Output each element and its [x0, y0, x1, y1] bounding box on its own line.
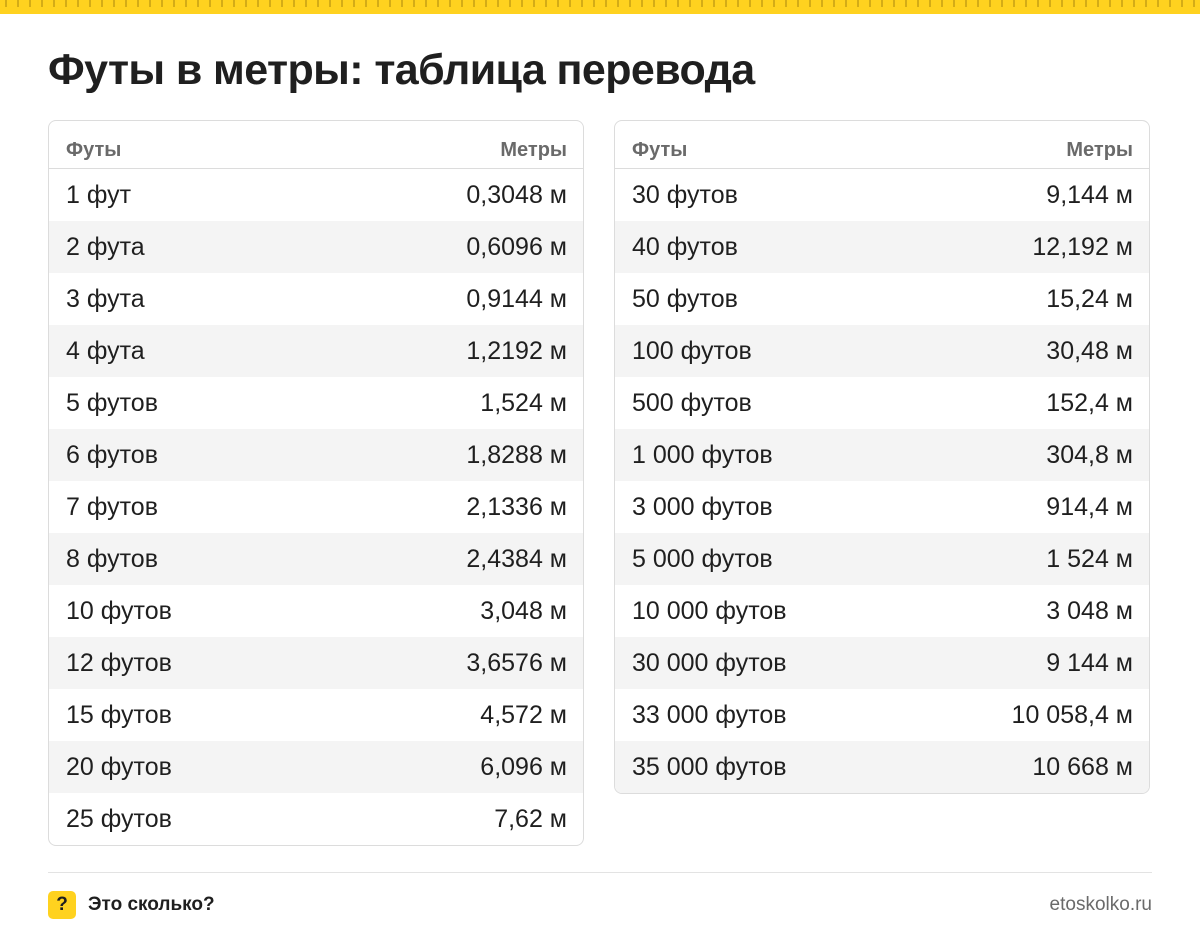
header-feet: Футы	[632, 139, 688, 161]
table-row: 12 футов 3,6576 м	[49, 637, 583, 689]
feet-value: 35 000 футов	[632, 752, 787, 781]
table-row: 5 000 футов 1 524 м	[615, 533, 1149, 585]
feet-value: 3 фута	[66, 284, 145, 313]
table-row: 6 футов 1,8288 м	[49, 429, 583, 481]
meters-value: 914,4 м	[1046, 492, 1133, 521]
meters-value: 0,6096 м	[466, 232, 567, 261]
table-body: 1 фут 0,3048 м 2 фута 0,6096 м 3 фута 0,9144 …	[49, 169, 583, 845]
table-row: 100 футов 30,48 м	[615, 325, 1149, 377]
feet-value: 3 000 футов	[632, 492, 773, 521]
table-row: 3 фута 0,9144 м	[49, 273, 583, 325]
meters-value: 12,192 м	[1032, 232, 1133, 261]
conversion-table-right: Футы Метры 30 футов 9,144 м 40 футов 12,192…	[614, 120, 1150, 794]
meters-value: 304,8 м	[1046, 440, 1133, 469]
table-row: 25 футов 7,62 м	[49, 793, 583, 845]
meters-value: 7,62 м	[494, 804, 567, 833]
meters-value: 1,2192 м	[466, 336, 567, 365]
feet-value: 30 000 футов	[632, 648, 787, 677]
brand-name: Это сколько?	[88, 894, 215, 915]
feet-value: 30 футов	[632, 180, 738, 209]
feet-value: 4 фута	[66, 336, 145, 365]
meters-value: 9 144 м	[1046, 648, 1133, 677]
ruler-ticks	[5, 0, 1195, 7]
feet-value: 1 000 футов	[632, 440, 773, 469]
meters-value: 10 668 м	[1032, 752, 1133, 781]
table-row: 500 футов 152,4 м	[615, 377, 1149, 429]
table-row: 7 футов 2,1336 м	[49, 481, 583, 533]
conversion-table-left: Футы Метры 1 фут 0,3048 м 2 фута 0,6096 м 3 …	[48, 120, 584, 846]
feet-value: 40 футов	[632, 232, 738, 261]
table-row: 20 футов 6,096 м	[49, 741, 583, 793]
meters-value: 30,48 м	[1046, 336, 1133, 365]
header-meters: Метры	[1066, 139, 1133, 161]
table-row: 8 футов 2,4384 м	[49, 533, 583, 585]
meters-value: 9,144 м	[1046, 180, 1133, 209]
table-header: Футы Метры	[615, 121, 1149, 169]
feet-value: 50 футов	[632, 284, 738, 313]
feet-value: 5 000 футов	[632, 544, 773, 573]
meters-value: 1,8288 м	[466, 440, 567, 469]
feet-value: 15 футов	[66, 700, 172, 729]
table-row: 35 000 футов 10 668 м	[615, 741, 1149, 793]
table-row: 50 футов 15,24 м	[615, 273, 1149, 325]
table-row: 30 000 футов 9 144 м	[615, 637, 1149, 689]
feet-value: 100 футов	[632, 336, 752, 365]
meters-value: 15,24 м	[1046, 284, 1133, 313]
meters-value: 152,4 м	[1046, 388, 1133, 417]
meters-value: 0,3048 м	[466, 180, 567, 209]
meters-value: 3,048 м	[480, 596, 567, 625]
question-mark-icon: ?	[48, 891, 76, 919]
header-feet: Футы	[66, 139, 122, 161]
feet-value: 1 фут	[66, 180, 132, 209]
table-row: 1 фут 0,3048 м	[49, 169, 583, 221]
table-row: 4 фута 1,2192 м	[49, 325, 583, 377]
meters-value: 2,4384 м	[466, 544, 567, 573]
feet-value: 10 футов	[66, 596, 172, 625]
footer-divider	[48, 872, 1152, 873]
meters-value: 3 048 м	[1046, 596, 1133, 625]
feet-value: 7 футов	[66, 492, 158, 521]
feet-value: 20 футов	[66, 752, 172, 781]
feet-value: 33 000 футов	[632, 700, 787, 729]
table-row: 2 фута 0,6096 м	[49, 221, 583, 273]
meters-value: 4,572 м	[480, 700, 567, 729]
meters-value: 1,524 м	[480, 388, 567, 417]
table-row: 1 000 футов 304,8 м	[615, 429, 1149, 481]
table-header: Футы Метры	[49, 121, 583, 169]
feet-value: 25 футов	[66, 804, 172, 833]
table-row: 30 футов 9,144 м	[615, 169, 1149, 221]
feet-value: 6 футов	[66, 440, 158, 469]
meters-value: 2,1336 м	[466, 492, 567, 521]
feet-value: 5 футов	[66, 388, 158, 417]
feet-value: 10 000 футов	[632, 596, 787, 625]
site-url: etoskolko.ru	[1049, 894, 1152, 915]
feet-value: 500 футов	[632, 388, 752, 417]
table-row: 40 футов 12,192 м	[615, 221, 1149, 273]
ruler-stripe	[0, 0, 1200, 14]
feet-value: 8 футов	[66, 544, 158, 573]
feet-value: 12 футов	[66, 648, 172, 677]
header-meters: Метры	[500, 139, 567, 161]
feet-value: 2 фута	[66, 232, 145, 261]
page-title: Футы в метры: таблица перевода	[48, 46, 755, 94]
meters-value: 10 058,4 м	[1011, 700, 1133, 729]
table-row: 3 000 футов 914,4 м	[615, 481, 1149, 533]
table-body: 30 футов 9,144 м 40 футов 12,192 м 50 футов 1…	[615, 169, 1149, 793]
table-row: 10 футов 3,048 м	[49, 585, 583, 637]
meters-value: 1 524 м	[1046, 544, 1133, 573]
table-row: 5 футов 1,524 м	[49, 377, 583, 429]
table-row: 15 футов 4,572 м	[49, 689, 583, 741]
meters-value: 0,9144 м	[466, 284, 567, 313]
meters-value: 3,6576 м	[466, 648, 567, 677]
table-row: 10 000 футов 3 048 м	[615, 585, 1149, 637]
table-row: 33 000 футов 10 058,4 м	[615, 689, 1149, 741]
meters-value: 6,096 м	[480, 752, 567, 781]
